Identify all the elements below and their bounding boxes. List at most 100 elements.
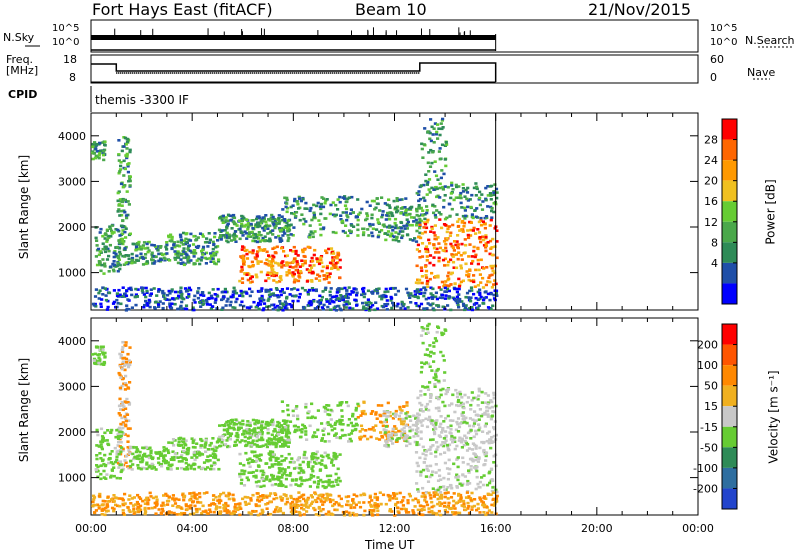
- vel-cell: [212, 510, 216, 514]
- vel-cell: [166, 499, 170, 503]
- power-cell: [306, 293, 310, 296]
- power-cell: [380, 294, 384, 298]
- vel-cell: [333, 433, 337, 437]
- vel-cell: [480, 440, 484, 444]
- power-cell: [456, 297, 460, 301]
- vel-cell: [300, 428, 304, 431]
- vel-cell: [119, 356, 123, 359]
- vel-cell: [190, 437, 194, 440]
- vel-cell: [402, 507, 406, 511]
- vel-cell: [96, 475, 100, 479]
- vel-cell: [284, 485, 288, 488]
- vel-cell: [440, 502, 444, 505]
- vel-cell: [238, 475, 242, 478]
- vel-cell: [266, 428, 270, 431]
- power-cell: [396, 209, 400, 213]
- vel-cell: [245, 429, 249, 433]
- vel-cell: [189, 504, 193, 507]
- power-cell: [493, 227, 497, 230]
- vel-cell: [161, 454, 166, 458]
- vel-cell: [252, 428, 256, 431]
- power-cell: [156, 245, 160, 248]
- vel-cell: [331, 498, 335, 502]
- power-cell: [179, 235, 183, 239]
- power-cell: [461, 279, 465, 283]
- power-cell: [296, 299, 300, 303]
- power-cell: [248, 250, 252, 254]
- vel-cell: [120, 367, 125, 371]
- power-cell: [287, 219, 291, 222]
- vel-cell: [370, 499, 374, 502]
- freq-label: Freq.: [6, 53, 34, 66]
- vel-cell: [286, 445, 290, 448]
- power-cell: [331, 259, 335, 262]
- power-cell: [444, 242, 448, 246]
- vel-cell: [288, 474, 292, 477]
- vel-cell: [257, 480, 261, 483]
- vel-cell: [421, 419, 425, 422]
- vel-cell: [278, 430, 282, 434]
- power-cell: [472, 274, 476, 277]
- power-cell: [420, 232, 425, 235]
- vel-cell: [123, 382, 128, 385]
- vel-cell: [369, 412, 373, 415]
- vel-cell: [430, 505, 434, 509]
- power-cell: [274, 287, 279, 290]
- vel-cell: [246, 478, 250, 482]
- power-cell: [491, 237, 495, 241]
- power-cell: [323, 201, 327, 205]
- power-cell: [274, 218, 278, 222]
- vel-cell: [98, 452, 102, 455]
- vel-cell: [260, 436, 264, 439]
- vel-cell: [335, 478, 339, 482]
- power-cell: [312, 211, 316, 215]
- vel-cell: [119, 448, 123, 452]
- vel-cell: [405, 401, 409, 404]
- power-cell: [127, 287, 131, 290]
- power-cell: [470, 213, 474, 216]
- power-cell: [209, 294, 214, 298]
- vel-cell: [476, 482, 480, 486]
- power-cell: [133, 261, 137, 264]
- vel-cell: [223, 509, 227, 513]
- power-cell: [459, 264, 463, 267]
- vel-cell: [426, 385, 430, 389]
- power-cell: [436, 178, 440, 181]
- power-cell: [242, 304, 246, 308]
- power-cell: [210, 305, 214, 308]
- vel-cell: [233, 440, 237, 444]
- vel-cell: [358, 505, 363, 509]
- vel-cell: [198, 492, 202, 495]
- power-cell: [316, 260, 320, 263]
- vel-cell: [201, 510, 205, 513]
- vel-cell: [402, 405, 406, 408]
- power-cell: [362, 231, 366, 234]
- power-cell: [169, 306, 174, 310]
- power-cell: [291, 260, 295, 264]
- vel-cell: [121, 350, 125, 354]
- vel-cell: [467, 505, 471, 508]
- power-cell: [420, 242, 425, 245]
- vel-cell: [304, 405, 308, 409]
- power-cell: [486, 280, 490, 283]
- vel-cell: [444, 434, 448, 438]
- power-cell: [472, 249, 476, 253]
- power-cell: [336, 297, 341, 300]
- power-cell: [314, 288, 318, 291]
- power-cell: [312, 213, 316, 217]
- power-cell: [258, 297, 262, 301]
- power-cell: [492, 193, 496, 197]
- power-cell: [116, 269, 120, 273]
- power-cell: [415, 304, 419, 308]
- power-cell: [227, 236, 231, 240]
- vel-cell: [109, 476, 113, 479]
- power-cell: [476, 247, 480, 251]
- power-cell: [157, 252, 161, 256]
- vel-cell: [356, 416, 360, 419]
- power-cell: [448, 215, 452, 218]
- vel-cell: [172, 444, 176, 447]
- power-cell: [194, 251, 198, 255]
- power-cell: [243, 225, 247, 228]
- vel-cell: [265, 496, 269, 499]
- vel-cell: [172, 511, 176, 515]
